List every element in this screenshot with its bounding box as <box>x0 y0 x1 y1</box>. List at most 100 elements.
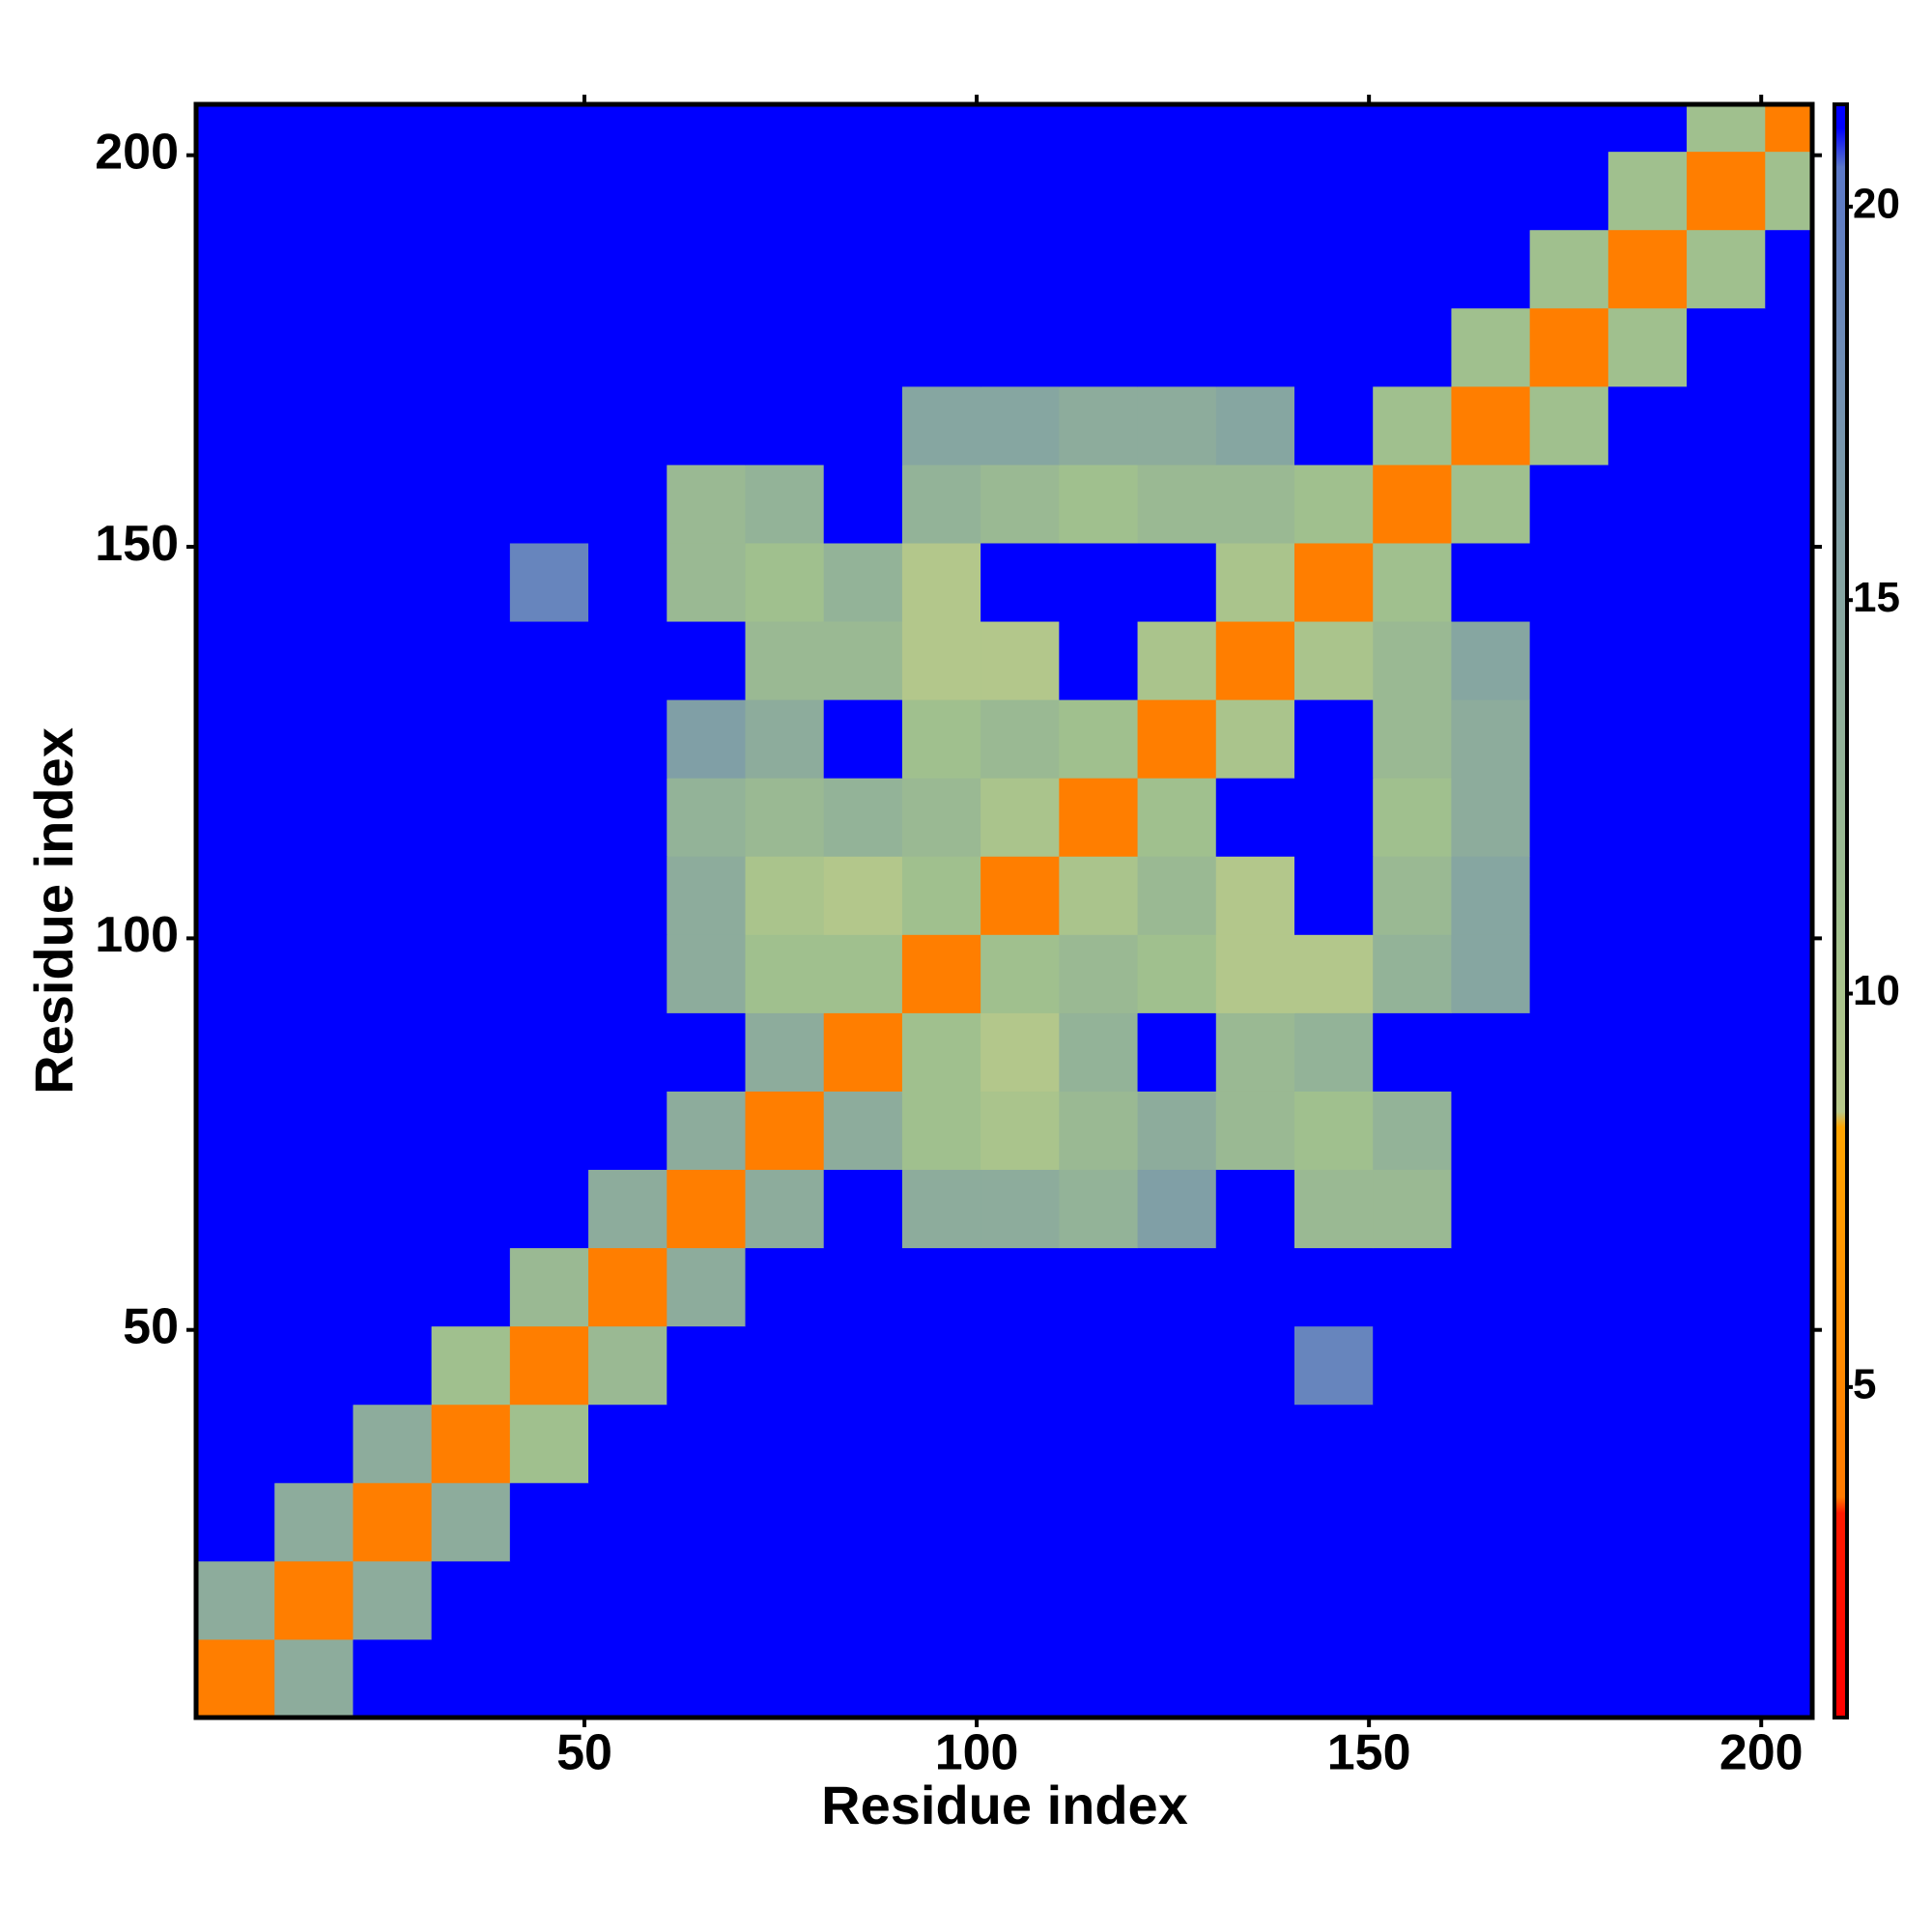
heatmap-cell <box>1451 385 1531 466</box>
heatmap-cell <box>274 307 354 387</box>
heatmap-cell <box>980 778 1060 857</box>
heatmap-cell <box>353 307 433 387</box>
heatmap-cell <box>1293 151 1374 231</box>
heatmap-cell <box>1373 1482 1452 1562</box>
heatmap-cell <box>901 1169 981 1249</box>
heatmap-cell <box>1687 151 1766 231</box>
heatmap-cell <box>1293 1560 1374 1640</box>
heatmap-cell <box>901 385 981 466</box>
heatmap-cell <box>196 621 275 700</box>
heatmap-cell <box>353 1169 433 1249</box>
heatmap-cell <box>980 542 1060 622</box>
heatmap-cell <box>823 542 903 622</box>
heatmap-cell <box>1687 699 1766 779</box>
heatmap-cell <box>588 778 668 857</box>
heatmap-cell <box>1137 1638 1217 1719</box>
heatmap-cell <box>1137 778 1217 857</box>
heatmap-cell <box>1765 1404 1813 1484</box>
heatmap-cell <box>588 1325 668 1406</box>
heatmap-cell <box>1529 1482 1609 1562</box>
heatmap-cell <box>1215 1325 1295 1406</box>
heatmap-cell <box>1373 1638 1452 1719</box>
heatmap-cell <box>901 1012 981 1092</box>
heatmap-cell <box>901 104 981 153</box>
heatmap-cell <box>1059 778 1139 857</box>
heatmap-cell <box>1687 1560 1766 1640</box>
heatmap-cell <box>1687 778 1766 857</box>
heatmap-cell <box>1215 934 1295 1013</box>
heatmap-cell <box>353 1404 433 1484</box>
heatmap-cell <box>274 385 354 466</box>
heatmap-cell <box>745 464 825 544</box>
heatmap-cell <box>1373 385 1452 466</box>
heatmap-cell <box>431 229 511 309</box>
heatmap-cell <box>431 1560 511 1640</box>
heatmap-cell <box>274 1638 354 1719</box>
heatmap-cell <box>823 1404 903 1484</box>
heatmap-cell <box>745 307 825 387</box>
heatmap-cell <box>667 621 746 700</box>
heatmap-cell <box>1293 1091 1374 1171</box>
heatmap-cell <box>588 151 668 231</box>
heatmap-cell <box>1765 621 1813 700</box>
y-tick-label: 100 <box>95 907 179 963</box>
heatmap-cell <box>1215 856 1295 935</box>
heatmap-cell <box>980 1325 1060 1406</box>
heatmap-cell <box>1607 934 1688 1013</box>
heatmap-cell <box>745 1560 825 1640</box>
heatmap-cell <box>1137 1247 1217 1327</box>
heatmap-cell <box>588 542 668 622</box>
heatmap-cell <box>745 1638 825 1719</box>
heatmap-cell <box>980 1247 1060 1327</box>
heatmap-cell <box>1293 1012 1374 1092</box>
heatmap-cell <box>1059 1560 1139 1640</box>
heatmap-cell <box>196 778 275 857</box>
heatmap-cell <box>1059 307 1139 387</box>
heatmap-cell <box>274 778 354 857</box>
heatmap-cell <box>196 1482 275 1562</box>
heatmap-cell <box>509 464 589 544</box>
heatmap-cell <box>1137 385 1217 466</box>
heatmap-cell <box>1765 778 1813 857</box>
heatmap-cell <box>1215 621 1295 700</box>
heatmap-cell <box>1451 856 1531 935</box>
heatmap-cell <box>1215 778 1295 857</box>
heatmap-cell <box>1765 464 1813 544</box>
heatmap-cell <box>196 385 275 466</box>
heatmap-cell <box>431 1247 511 1327</box>
heatmap-cell <box>1451 1169 1531 1249</box>
heatmap-cell <box>196 1638 275 1719</box>
heatmap-cell <box>1293 856 1374 935</box>
heatmap-cell <box>1529 464 1609 544</box>
heatmap-cell <box>509 151 589 231</box>
heatmap-cell <box>745 229 825 309</box>
heatmap-cell <box>1137 104 1217 153</box>
heatmap-cell <box>353 385 433 466</box>
heatmap-cell <box>1373 1325 1452 1406</box>
heatmap-cell <box>1293 385 1374 466</box>
heatmap-cell <box>509 934 589 1013</box>
heatmap-cell <box>823 699 903 779</box>
heatmap-cell <box>1529 621 1609 700</box>
heatmap-cell <box>667 1169 746 1249</box>
heatmap-cell <box>588 1560 668 1640</box>
heatmap-cell <box>431 151 511 231</box>
heatmap-cell <box>196 1560 275 1640</box>
heatmap-cell <box>1137 934 1217 1013</box>
heatmap-cell <box>353 229 433 309</box>
heatmap-cell <box>1765 1638 1813 1719</box>
heatmap-cell <box>509 104 589 153</box>
heatmap-cell <box>196 1169 275 1249</box>
heatmap-cell <box>1215 1638 1295 1719</box>
heatmap-cell <box>1059 1638 1139 1719</box>
heatmap-cell <box>588 229 668 309</box>
heatmap-cell <box>1607 385 1688 466</box>
heatmap-cell <box>1293 1482 1374 1562</box>
heatmap-cell <box>745 542 825 622</box>
heatmap-cell <box>1215 1169 1295 1249</box>
heatmap-cell <box>196 699 275 779</box>
heatmap-cell <box>431 778 511 857</box>
heatmap-cell <box>431 856 511 935</box>
heatmap-cell <box>1529 542 1609 622</box>
heatmap-cell <box>667 229 746 309</box>
